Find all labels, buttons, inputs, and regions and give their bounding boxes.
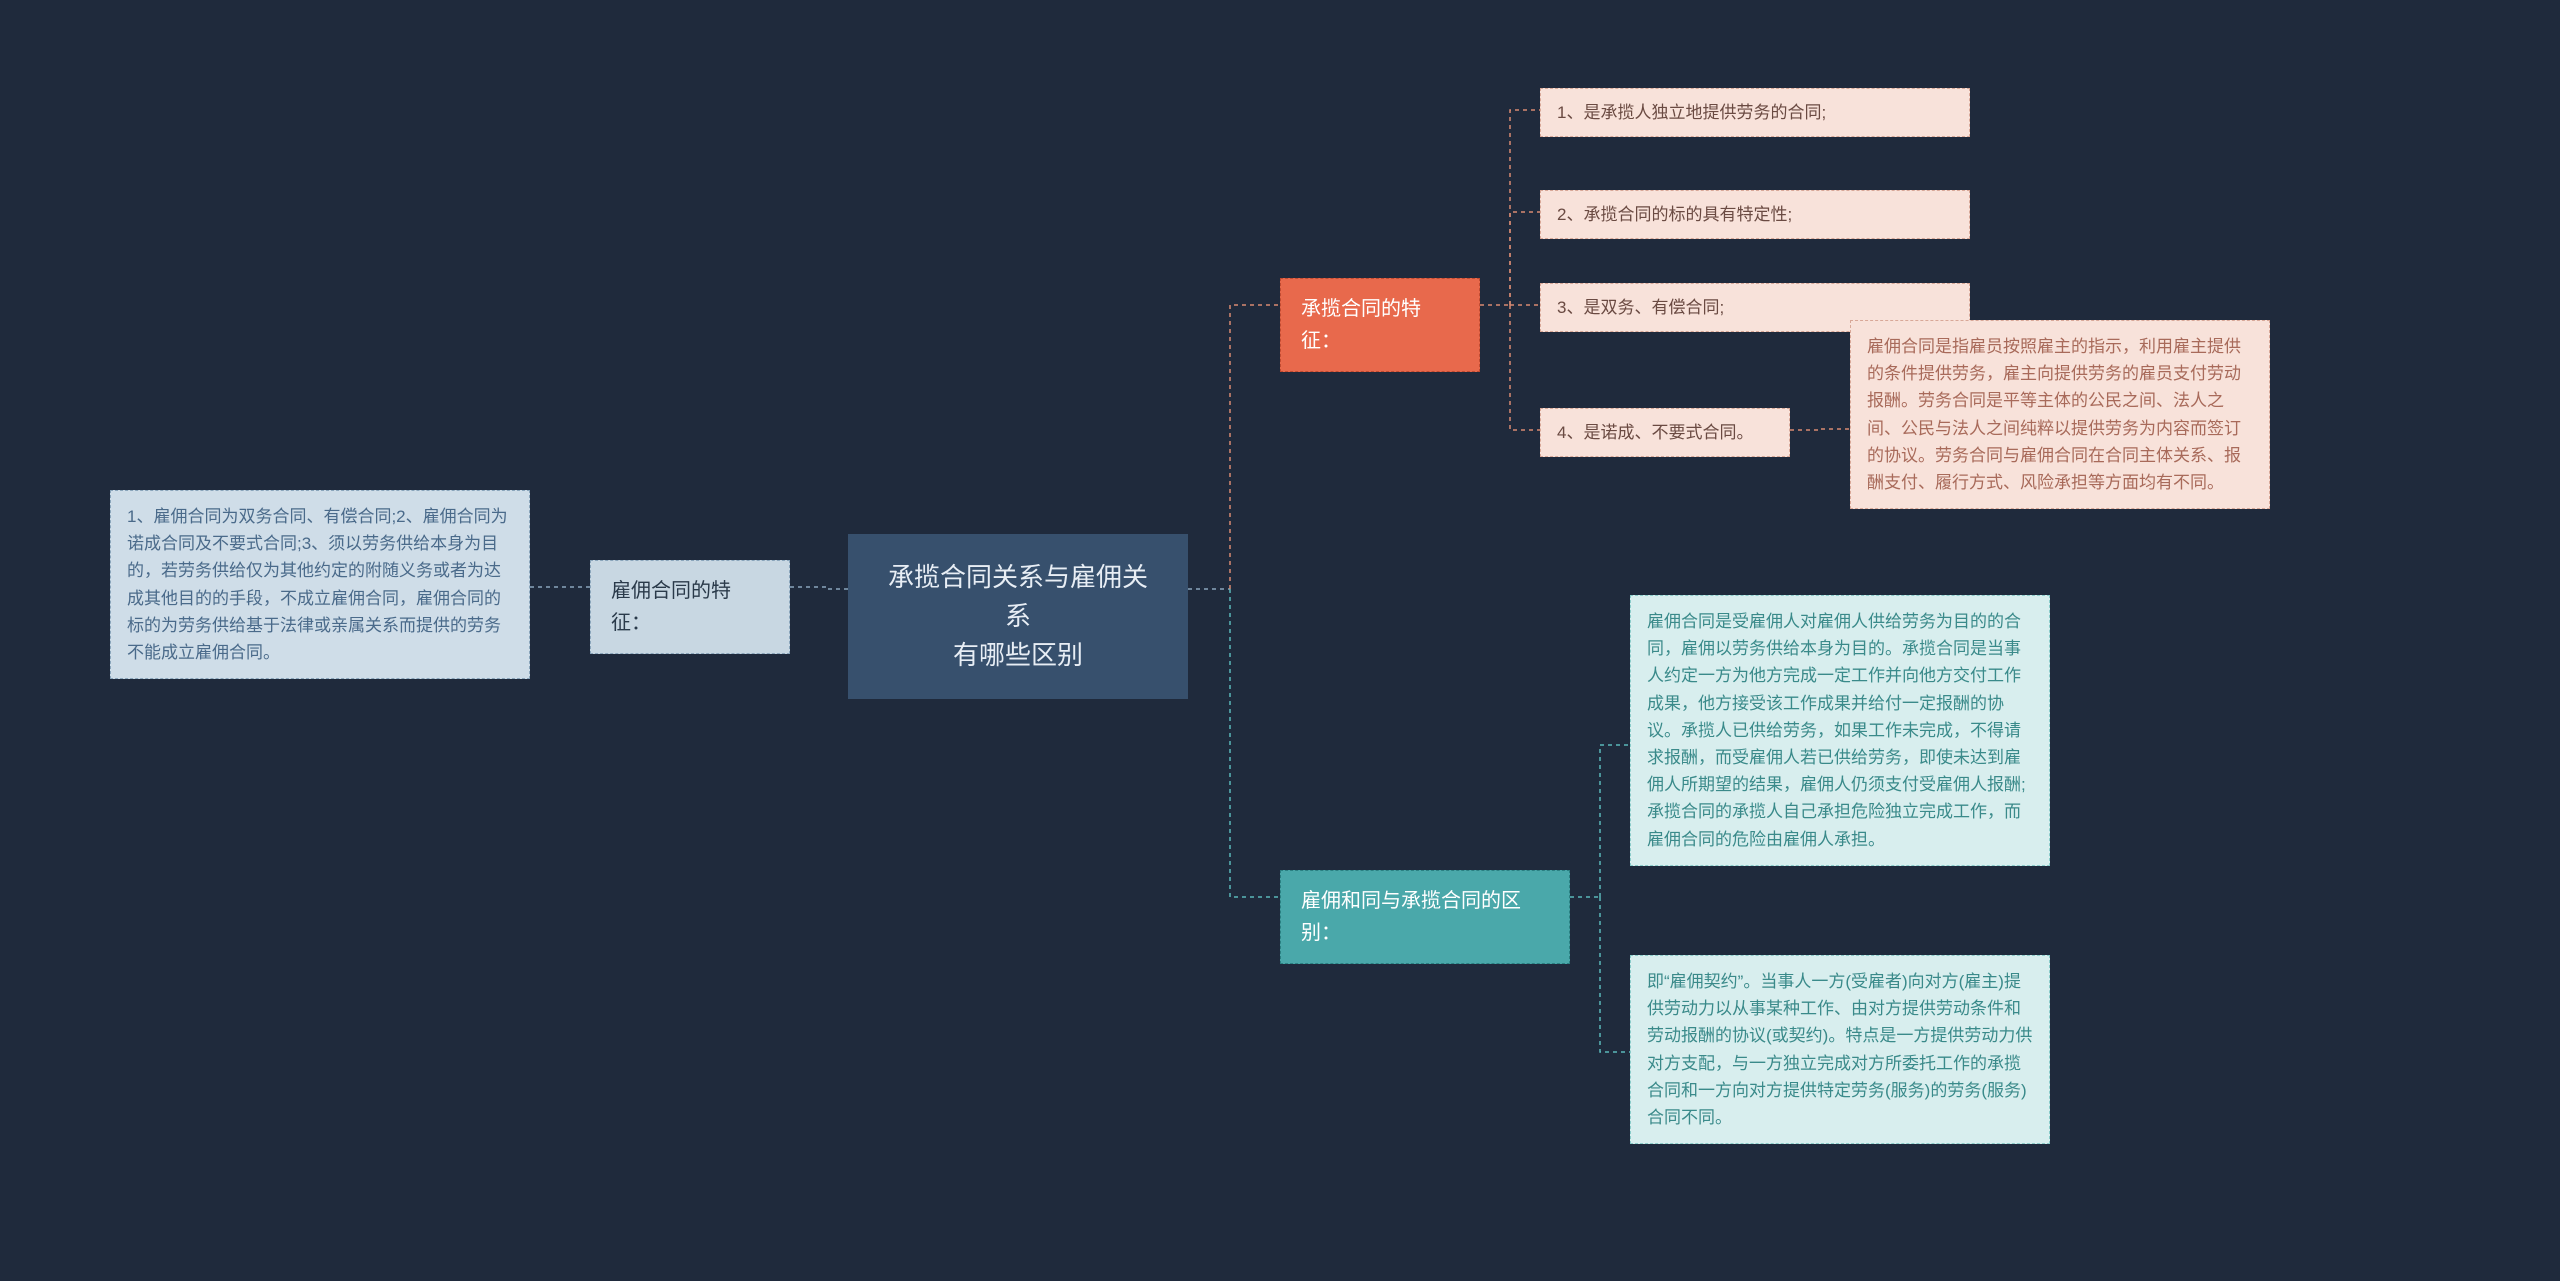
conn-to-orange	[1230, 305, 1280, 589]
teal-detail-2-text: 即“雇佣契约”。当事人一方(受雇者)向对方(雇主)提供劳动力以从事某种工作、由对…	[1647, 972, 2032, 1127]
teal-detail-2[interactable]: 即“雇佣契约”。当事人一方(受雇者)向对方(雇主)提供劳动力以从事某种工作、由对…	[1630, 955, 2050, 1144]
orange-subdetail-node[interactable]: 雇佣合同是指雇员按照雇主的指示，利用雇主提供的条件提供劳务，雇主向提供劳务的雇员…	[1850, 320, 2270, 509]
teal-branch-text: 雇佣和同与承揽合同的区别：	[1301, 890, 1521, 944]
orange-subdetail-text: 雇佣合同是指雇员按照雇主的指示，利用雇主提供的条件提供劳务，雇主向提供劳务的雇员…	[1867, 337, 2241, 492]
conn-root-left	[790, 587, 848, 589]
orange-branch-text: 承揽合同的特征：	[1301, 298, 1421, 352]
left-branch-node[interactable]: 雇佣合同的特征：	[590, 560, 790, 654]
teal-detail-1[interactable]: 雇佣合同是受雇佣人对雇佣人供给劳务为目的的合同，雇佣以劳务供给本身为目的。承揽合…	[1630, 595, 2050, 866]
orange-item-2-text: 2、承揽合同的标的具有特定性;	[1557, 205, 1792, 224]
teal-branch-node[interactable]: 雇佣和同与承揽合同的区别：	[1280, 870, 1570, 964]
left-detail-node[interactable]: 1、雇佣合同为双务合同、有偿合同;2、雇佣合同为诺成合同及不要式合同;3、须以劳…	[110, 490, 530, 679]
conn-teal-2	[1600, 897, 1630, 1052]
conn-orange-4	[1510, 305, 1540, 430]
left-branch-text: 雇佣合同的特征：	[611, 580, 731, 634]
conn-orange-sub	[1790, 429, 1850, 430]
orange-item-1-text: 1、是承揽人独立地提供劳务的合同;	[1557, 103, 1826, 122]
orange-item-1[interactable]: 1、是承揽人独立地提供劳务的合同;	[1540, 88, 1970, 137]
teal-detail-1-text: 雇佣合同是受雇佣人对雇佣人供给劳务为目的的合同，雇佣以劳务供给本身为目的。承揽合…	[1647, 612, 2026, 849]
orange-item-4-text: 4、是诺成、不要式合同。	[1557, 423, 1753, 442]
root-node[interactable]: 承揽合同关系与雇佣关系有哪些区别	[848, 534, 1188, 699]
orange-branch-node[interactable]: 承揽合同的特征：	[1280, 278, 1480, 372]
orange-item-2[interactable]: 2、承揽合同的标的具有特定性;	[1540, 190, 1970, 239]
root-text: 承揽合同关系与雇佣关系有哪些区别	[888, 562, 1148, 670]
conn-orange-2	[1510, 212, 1540, 305]
left-detail-text: 1、雇佣合同为双务合同、有偿合同;2、雇佣合同为诺成合同及不要式合同;3、须以劳…	[127, 507, 508, 662]
conn-orange-1	[1510, 110, 1540, 305]
orange-item-4[interactable]: 4、是诺成、不要式合同。	[1540, 408, 1790, 457]
conn-teal-1	[1600, 745, 1630, 897]
orange-item-3-text: 3、是双务、有偿合同;	[1557, 298, 1724, 317]
conn-to-teal	[1230, 589, 1280, 897]
